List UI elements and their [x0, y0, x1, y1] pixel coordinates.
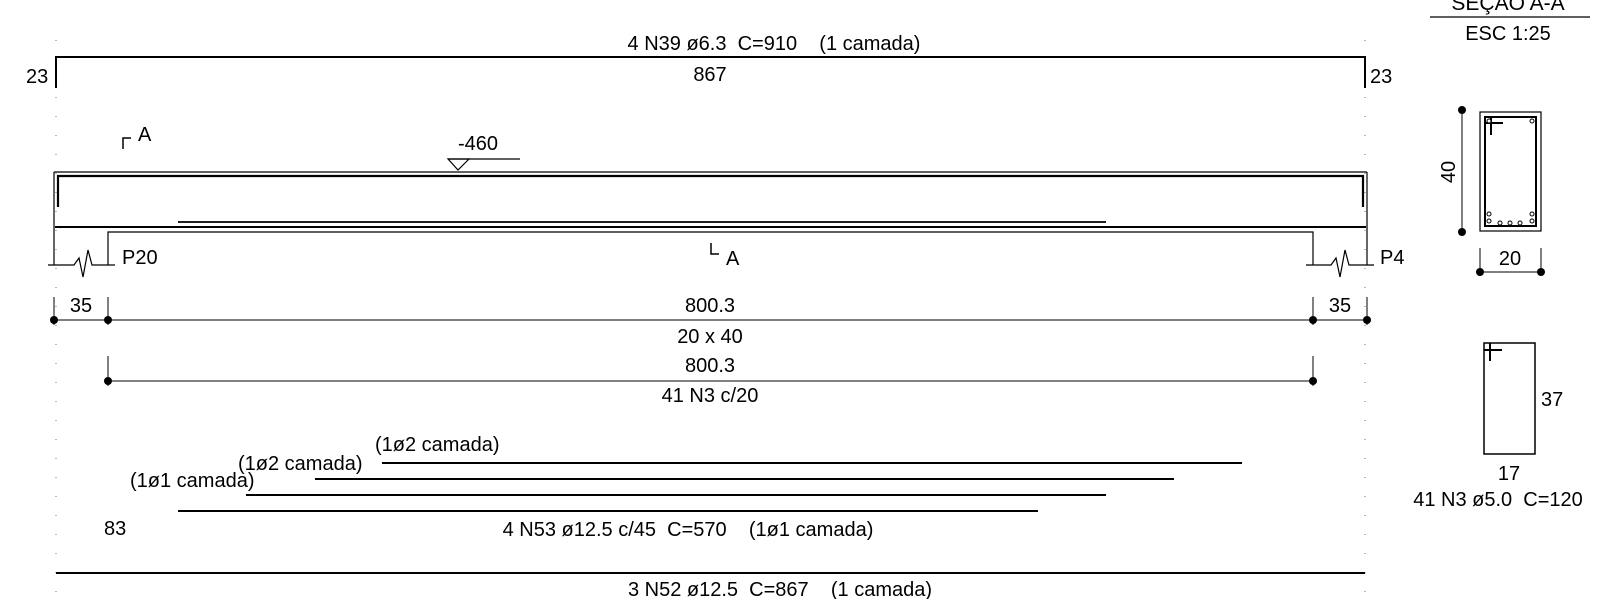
stirrup-span-length: 800.3 [685, 355, 735, 377]
stirrup-width: 17 [1498, 463, 1520, 485]
section-scale: ESC 1:25 [1465, 23, 1551, 45]
bottom-main-bar: 3 N52 ø12.5 C=867 (1 camada) [56, 572, 1365, 599]
level-label: -460 [458, 133, 498, 155]
bottom-main-bar-label: 3 N52 ø12.5 C=867 (1 camada) [628, 579, 932, 599]
cut-mark-bottom-label: A [726, 248, 740, 270]
level-marker: -460 [446, 133, 520, 171]
support-left-label: P20 [122, 247, 158, 269]
right-support-width: 35 [1329, 295, 1351, 317]
top-bar-length: 867 [693, 64, 726, 86]
cut-mark-bottom: A [710, 243, 740, 270]
bottom-layer-bars: (1ø2 camada) (1ø2 camada) (1ø1 camada) 8… [104, 434, 1242, 541]
bar-offset: 83 [104, 518, 126, 540]
support-left: P20 [48, 247, 158, 278]
section-outline [1479, 111, 1542, 232]
support-right-label: P4 [1380, 247, 1404, 269]
cut-mark-top-label: A [138, 124, 152, 146]
section-height-dim: 40 [1438, 161, 1460, 183]
stirrup-spacing-label: 41 N3 c/20 [662, 385, 759, 407]
support-right: P4 [1306, 247, 1404, 278]
stirrup-height: 37 [1541, 389, 1563, 411]
beam-size: 20 x 40 [677, 326, 743, 348]
top-bar-right-hook: 23 [1370, 66, 1392, 88]
rebar-dots [1486, 118, 1535, 226]
section-a-a: SEÇÃO A-A ESC 1:25 40 20 [1430, 0, 1590, 276]
stirrup-shape [1483, 342, 1536, 455]
top-bar-line [55, 56, 1366, 88]
top-bar-label: 4 N39 ø6.3 C=910 (1 camada) [628, 33, 921, 55]
beam-elevation [53, 171, 1368, 265]
cut-mark-top: A [122, 124, 152, 149]
layer2-label: (1ø2 camada) [238, 453, 363, 475]
top-bar-left-hook: 23 [26, 66, 48, 88]
stirrup-spacing-dimension: 800.3 41 N3 c/20 [104, 355, 1317, 407]
left-support-width: 35 [70, 295, 92, 317]
section-width-dim: 20 [1499, 248, 1521, 270]
stirrup-shape-detail: 37 17 41 N3 ø5.0 C=120 [1413, 342, 1583, 511]
stirrup-shape-hook-icon [1484, 343, 1502, 361]
stirrup-detail-label: 41 N3 ø5.0 C=120 [1413, 489, 1583, 511]
section-title: SEÇÃO A-A [1451, 0, 1564, 15]
bottom-layer-bar-label: 4 N53 ø12.5 c/45 C=570 (1ø1 camada) [503, 519, 874, 541]
span-length: 800.3 [685, 295, 735, 317]
span-dimension: 35 800.3 35 20 x 40 [50, 295, 1371, 348]
layer1-label: (1ø1 camada) [130, 470, 255, 492]
section-stirrup [1484, 116, 1537, 227]
layer3-label: (1ø2 camada) [375, 434, 500, 456]
